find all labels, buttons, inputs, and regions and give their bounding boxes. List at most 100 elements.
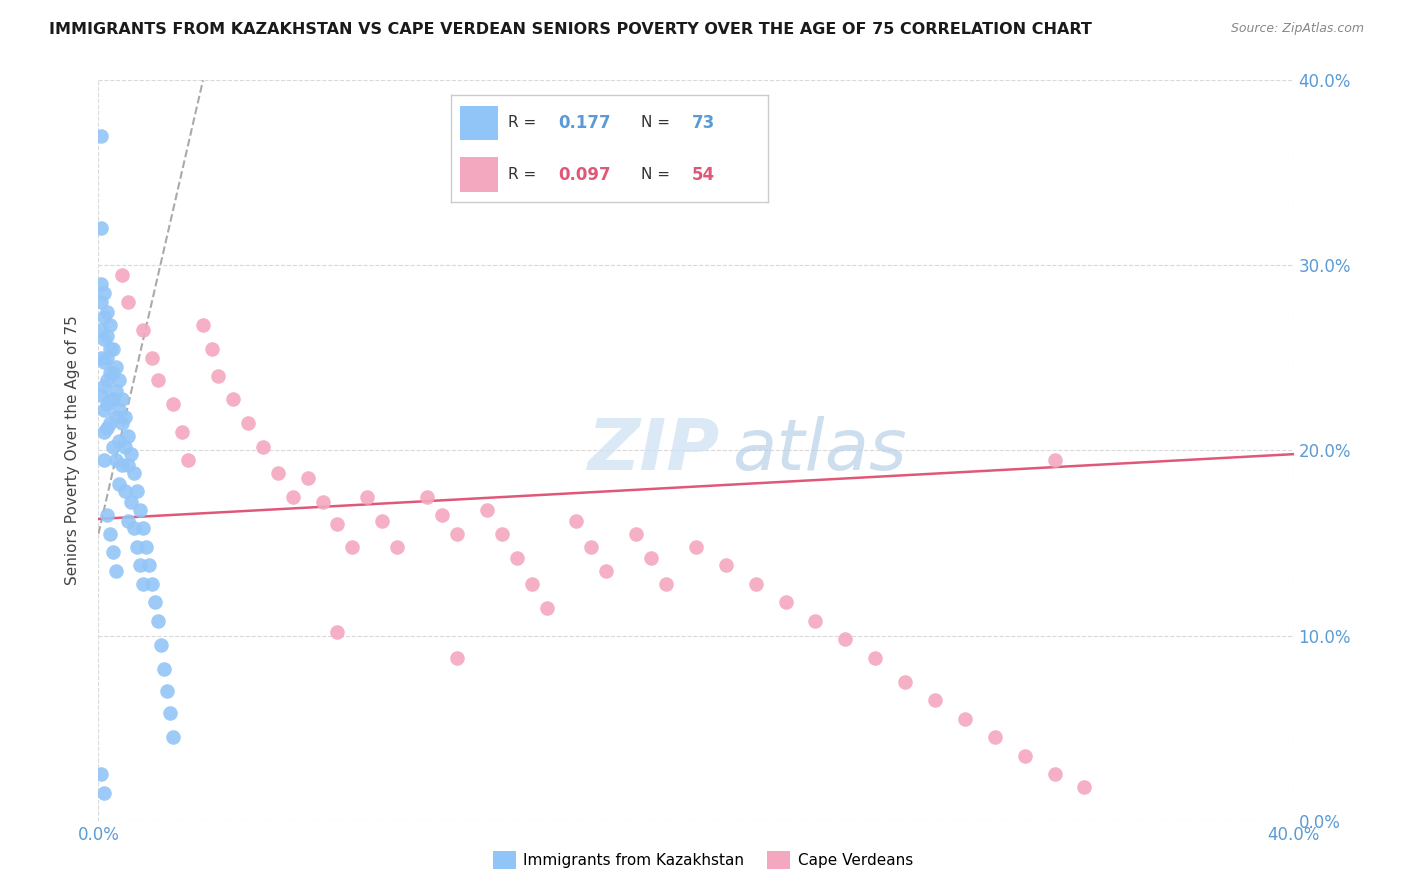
Point <box>129 502 152 516</box>
Y-axis label: Seniors Poverty Over the Age of 75: Seniors Poverty Over the Age of 75 <box>65 316 80 585</box>
Point <box>430 508 453 523</box>
Point <box>98 366 122 380</box>
Point <box>342 540 364 554</box>
Point <box>595 564 617 578</box>
Point <box>804 614 827 628</box>
Point <box>162 731 184 745</box>
Point <box>114 410 136 425</box>
Point <box>267 466 290 480</box>
Point <box>153 662 176 676</box>
Point <box>117 514 139 528</box>
Point <box>108 476 131 491</box>
Point <box>96 421 118 435</box>
Point <box>148 614 170 628</box>
Point <box>93 425 115 439</box>
Point <box>93 286 115 301</box>
Point <box>103 366 125 380</box>
Point <box>124 466 146 480</box>
Point <box>103 545 125 559</box>
Point <box>105 410 128 425</box>
Point <box>98 392 122 406</box>
Point <box>98 416 122 430</box>
Point <box>236 416 259 430</box>
Point <box>655 576 678 591</box>
Point <box>311 495 333 509</box>
Point <box>207 369 229 384</box>
Point <box>222 392 245 406</box>
Point <box>416 490 439 504</box>
Point <box>281 490 304 504</box>
Point <box>132 521 155 535</box>
Point <box>156 684 179 698</box>
Point <box>356 490 378 504</box>
Point <box>640 550 662 565</box>
Point <box>506 550 529 565</box>
Point <box>953 712 976 726</box>
Point <box>446 526 468 541</box>
Point <box>326 517 349 532</box>
Point <box>201 342 224 356</box>
Text: atlas: atlas <box>733 416 907 485</box>
Point <box>1043 452 1066 467</box>
Point <box>536 600 558 615</box>
Point <box>98 318 122 332</box>
Point <box>117 295 139 310</box>
Point <box>894 674 917 689</box>
Point <box>834 632 856 647</box>
Point <box>865 650 887 665</box>
Point <box>98 342 122 356</box>
Point <box>132 323 155 337</box>
Point <box>108 434 131 449</box>
Point <box>135 540 157 554</box>
Text: ZIP: ZIP <box>588 416 720 485</box>
Point <box>90 351 112 365</box>
Point <box>93 378 115 392</box>
Point <box>162 397 184 411</box>
Point <box>90 128 112 143</box>
Point <box>93 354 115 368</box>
Point <box>446 650 468 665</box>
Point <box>177 452 200 467</box>
Point <box>96 373 118 387</box>
Point <box>984 731 1007 745</box>
Point <box>90 295 112 310</box>
Point <box>159 706 181 721</box>
Point <box>172 425 194 439</box>
Point <box>132 576 155 591</box>
Point <box>93 786 115 800</box>
Point <box>96 508 118 523</box>
Point <box>117 428 139 442</box>
Point <box>90 221 112 235</box>
Point <box>108 373 131 387</box>
Point <box>1073 780 1095 795</box>
Point <box>93 452 115 467</box>
Point <box>714 558 737 573</box>
Point <box>326 624 349 639</box>
Point <box>124 521 146 535</box>
Point <box>120 495 142 509</box>
Point <box>120 447 142 461</box>
Point <box>98 526 122 541</box>
Point <box>90 767 112 781</box>
Point <box>105 452 128 467</box>
Point <box>520 576 543 591</box>
Point <box>138 558 160 573</box>
Point <box>581 540 603 554</box>
Point <box>297 471 319 485</box>
Point <box>90 388 112 402</box>
Point <box>475 502 498 516</box>
Point <box>141 351 163 365</box>
Point <box>150 638 173 652</box>
Point <box>252 440 274 454</box>
Point <box>90 277 112 291</box>
Point <box>93 402 115 417</box>
Point <box>96 397 118 411</box>
Text: Source: ZipAtlas.com: Source: ZipAtlas.com <box>1230 22 1364 36</box>
Point <box>1043 767 1066 781</box>
Point <box>626 526 648 541</box>
Point <box>148 373 170 387</box>
Point <box>93 332 115 346</box>
Point <box>103 342 125 356</box>
Point <box>491 526 513 541</box>
Point <box>111 416 134 430</box>
